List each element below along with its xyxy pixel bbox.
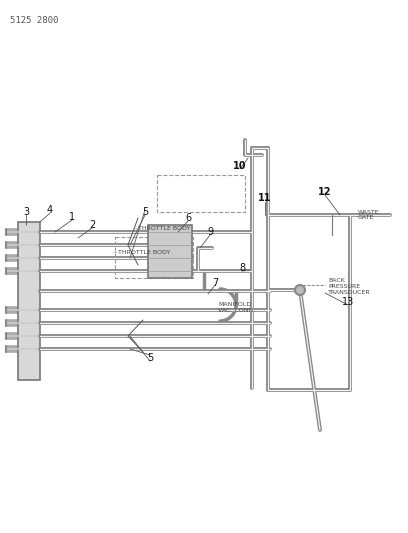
Text: WASTE
GATE: WASTE GATE <box>358 209 379 221</box>
Text: THROTTLE BODY: THROTTLE BODY <box>118 249 171 254</box>
Text: 4: 4 <box>47 205 53 215</box>
Text: 3: 3 <box>23 207 29 217</box>
Circle shape <box>295 285 305 295</box>
Text: 5125 2800: 5125 2800 <box>10 16 58 25</box>
Text: 2: 2 <box>89 220 95 230</box>
Text: BACK
PRESSURE
TRANSDUCER: BACK PRESSURE TRANSDUCER <box>328 278 370 295</box>
Text: 1: 1 <box>69 212 75 222</box>
Text: 8: 8 <box>239 263 245 273</box>
Text: 12: 12 <box>318 187 332 197</box>
Text: 5: 5 <box>142 207 148 217</box>
Text: 7: 7 <box>212 278 218 288</box>
Text: 9: 9 <box>207 227 213 237</box>
Text: MANIFOLD
VAC. CONN.: MANIFOLD VAC. CONN. <box>218 302 255 313</box>
Bar <box>18 222 40 380</box>
Text: 6: 6 <box>185 213 191 223</box>
Text: THROTTLE BODY: THROTTLE BODY <box>138 225 191 230</box>
Text: 11: 11 <box>258 193 272 203</box>
Text: 5: 5 <box>147 353 153 363</box>
Text: 13: 13 <box>342 297 354 307</box>
Text: 10: 10 <box>233 161 247 171</box>
Bar <box>148 225 192 278</box>
